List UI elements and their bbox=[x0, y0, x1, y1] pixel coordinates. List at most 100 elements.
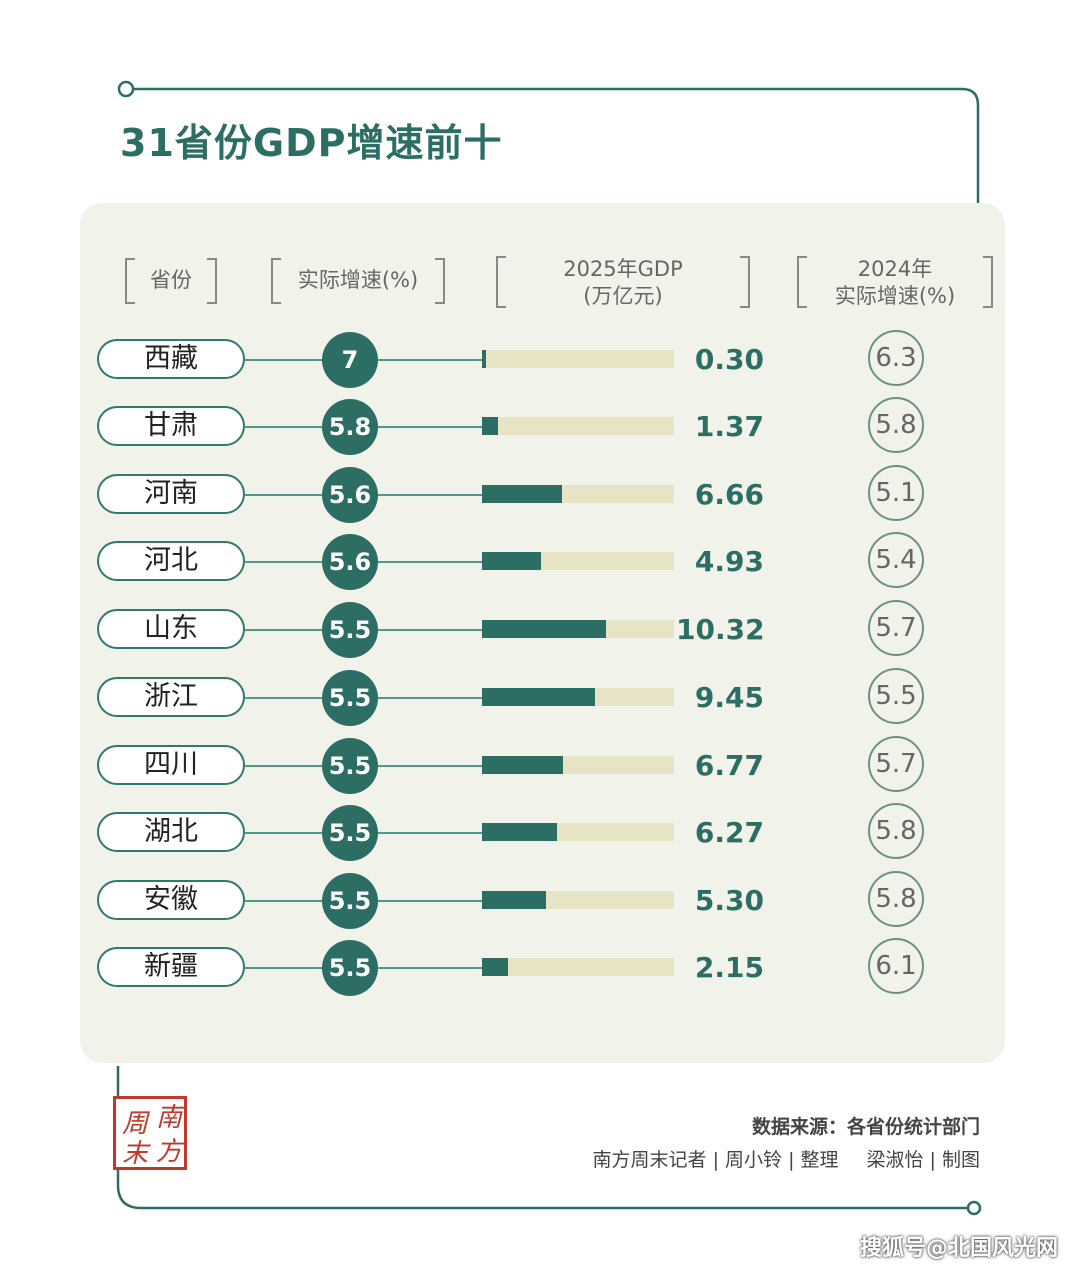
gdp-bar bbox=[482, 552, 541, 570]
gdp-value-label: 10.32 bbox=[676, 613, 765, 646]
province-label: 河北 bbox=[97, 541, 245, 581]
province-label: 山东 bbox=[97, 609, 245, 649]
growth-rate-badge: 5.5 bbox=[322, 670, 378, 726]
growth-rate-badge: 5.5 bbox=[322, 602, 378, 658]
header-gdp-line2: (万亿元) bbox=[583, 284, 663, 308]
connector-line bbox=[376, 900, 482, 902]
table-row: 西藏 7 0.30 6.3 bbox=[0, 330, 1080, 390]
gdp-bar bbox=[482, 350, 486, 368]
gdp-bar bbox=[482, 688, 595, 706]
growth-rate-badge: 5.6 bbox=[322, 534, 378, 590]
header-gdp: 2025年GDP (万亿元) bbox=[496, 256, 750, 308]
header-growth: 实际增速(%) bbox=[271, 258, 445, 304]
gdp-value-label: 1.37 bbox=[694, 410, 764, 443]
prev-growth-badge: 5.5 bbox=[868, 668, 924, 724]
connector-line bbox=[376, 494, 482, 496]
prev-growth-badge: 5.8 bbox=[868, 803, 924, 859]
header-province: 省份 bbox=[125, 258, 217, 304]
table-row: 河北 5.6 4.93 5.4 bbox=[0, 532, 1080, 592]
connector-line bbox=[376, 697, 482, 699]
chart-title: 31省份GDP增速前十 bbox=[120, 121, 503, 165]
connector-line bbox=[245, 967, 325, 969]
gdp-bar-track bbox=[482, 756, 674, 774]
gdp-bar bbox=[482, 756, 563, 774]
prev-growth-badge: 5.4 bbox=[868, 532, 924, 588]
gdp-bar bbox=[482, 891, 546, 909]
growth-rate-badge: 5.6 bbox=[322, 467, 378, 523]
gdp-value-label: 5.30 bbox=[694, 884, 764, 917]
connector-line bbox=[245, 900, 325, 902]
connector-line bbox=[376, 832, 482, 834]
growth-rate-badge: 7 bbox=[322, 332, 378, 388]
province-label: 安徽 bbox=[97, 880, 245, 920]
gdp-value-label: 9.45 bbox=[694, 681, 764, 714]
growth-rate-badge: 5.5 bbox=[322, 873, 378, 929]
gdp-bar bbox=[482, 620, 606, 638]
connector-line bbox=[245, 832, 325, 834]
gdp-value-label: 0.30 bbox=[694, 343, 764, 376]
credit-reporter: 南方周末记者 | 周小铃 | 整理 bbox=[592, 1149, 839, 1171]
connector-line bbox=[376, 967, 482, 969]
gdp-bar-track bbox=[482, 417, 674, 435]
credits: 南方周末记者 | 周小铃 | 整理 梁淑怡 | 制图 bbox=[593, 1145, 980, 1172]
gdp-bar bbox=[482, 485, 562, 503]
province-label: 西藏 bbox=[97, 339, 245, 379]
gdp-value-label: 2.15 bbox=[694, 951, 764, 984]
province-label: 浙江 bbox=[97, 677, 245, 717]
connector-line bbox=[245, 359, 325, 361]
connector-line bbox=[245, 697, 325, 699]
header-prev: 2024年 实际增速(%) bbox=[797, 256, 993, 308]
header-gdp-line1: 2025年GDP bbox=[563, 257, 683, 281]
prev-growth-badge: 5.1 bbox=[868, 465, 924, 521]
connector-line bbox=[376, 561, 482, 563]
prev-growth-badge: 5.8 bbox=[868, 871, 924, 927]
prev-growth-badge: 5.7 bbox=[868, 600, 924, 656]
prev-growth-badge: 6.3 bbox=[868, 330, 924, 386]
header-growth-label: 实际增速(%) bbox=[297, 268, 419, 292]
gdp-bar bbox=[482, 417, 498, 435]
table-row: 安徽 5.5 5.30 5.8 bbox=[0, 871, 1080, 931]
table-row: 山东 5.5 10.32 5.7 bbox=[0, 600, 1080, 660]
table-row: 四川 5.5 6.77 5.7 bbox=[0, 736, 1080, 796]
growth-rate-badge: 5.5 bbox=[322, 805, 378, 861]
gdp-bar-track bbox=[482, 958, 674, 976]
connector-line bbox=[245, 561, 325, 563]
gdp-value-label: 6.66 bbox=[694, 478, 764, 511]
table-row: 甘肃 5.8 1.37 5.8 bbox=[0, 397, 1080, 457]
table-row: 浙江 5.5 9.45 5.5 bbox=[0, 668, 1080, 728]
table-row: 新疆 5.5 2.15 6.1 bbox=[0, 938, 1080, 998]
prev-growth-badge: 5.7 bbox=[868, 736, 924, 792]
connector-line bbox=[245, 426, 325, 428]
gdp-value-label: 4.93 bbox=[694, 545, 764, 578]
gdp-bar-track bbox=[482, 552, 674, 570]
gdp-bar-track bbox=[482, 891, 674, 909]
growth-rate-badge: 5.5 bbox=[322, 940, 378, 996]
growth-rate-badge: 5.5 bbox=[322, 738, 378, 794]
credit-design: 梁淑怡 | 制图 bbox=[866, 1149, 980, 1171]
province-label: 河南 bbox=[97, 474, 245, 514]
header-prev-line1: 2024年 bbox=[857, 257, 933, 281]
prev-growth-badge: 5.8 bbox=[868, 397, 924, 453]
table-row: 河南 5.6 6.66 5.1 bbox=[0, 465, 1080, 525]
gdp-value-label: 6.27 bbox=[694, 816, 764, 849]
header-prev-line2: 实际增速(%) bbox=[834, 284, 956, 308]
gdp-bar-track bbox=[482, 620, 674, 638]
header-province-label: 省份 bbox=[150, 268, 192, 292]
prev-growth-badge: 6.1 bbox=[868, 938, 924, 994]
gdp-bar bbox=[482, 823, 557, 841]
gdp-bar-track bbox=[482, 485, 674, 503]
province-label: 甘肃 bbox=[97, 406, 245, 446]
province-label: 新疆 bbox=[97, 947, 245, 987]
gdp-bar-track bbox=[482, 688, 674, 706]
connector-line bbox=[376, 426, 482, 428]
province-label: 湖北 bbox=[97, 812, 245, 852]
growth-rate-badge: 5.8 bbox=[322, 399, 378, 455]
gdp-value-label: 6.77 bbox=[694, 749, 764, 782]
province-label: 四川 bbox=[97, 745, 245, 785]
connector-line bbox=[376, 359, 482, 361]
connector-line bbox=[376, 765, 482, 767]
connector-line bbox=[245, 494, 325, 496]
gdp-bar-track bbox=[482, 823, 674, 841]
gdp-bar-track bbox=[482, 350, 674, 368]
